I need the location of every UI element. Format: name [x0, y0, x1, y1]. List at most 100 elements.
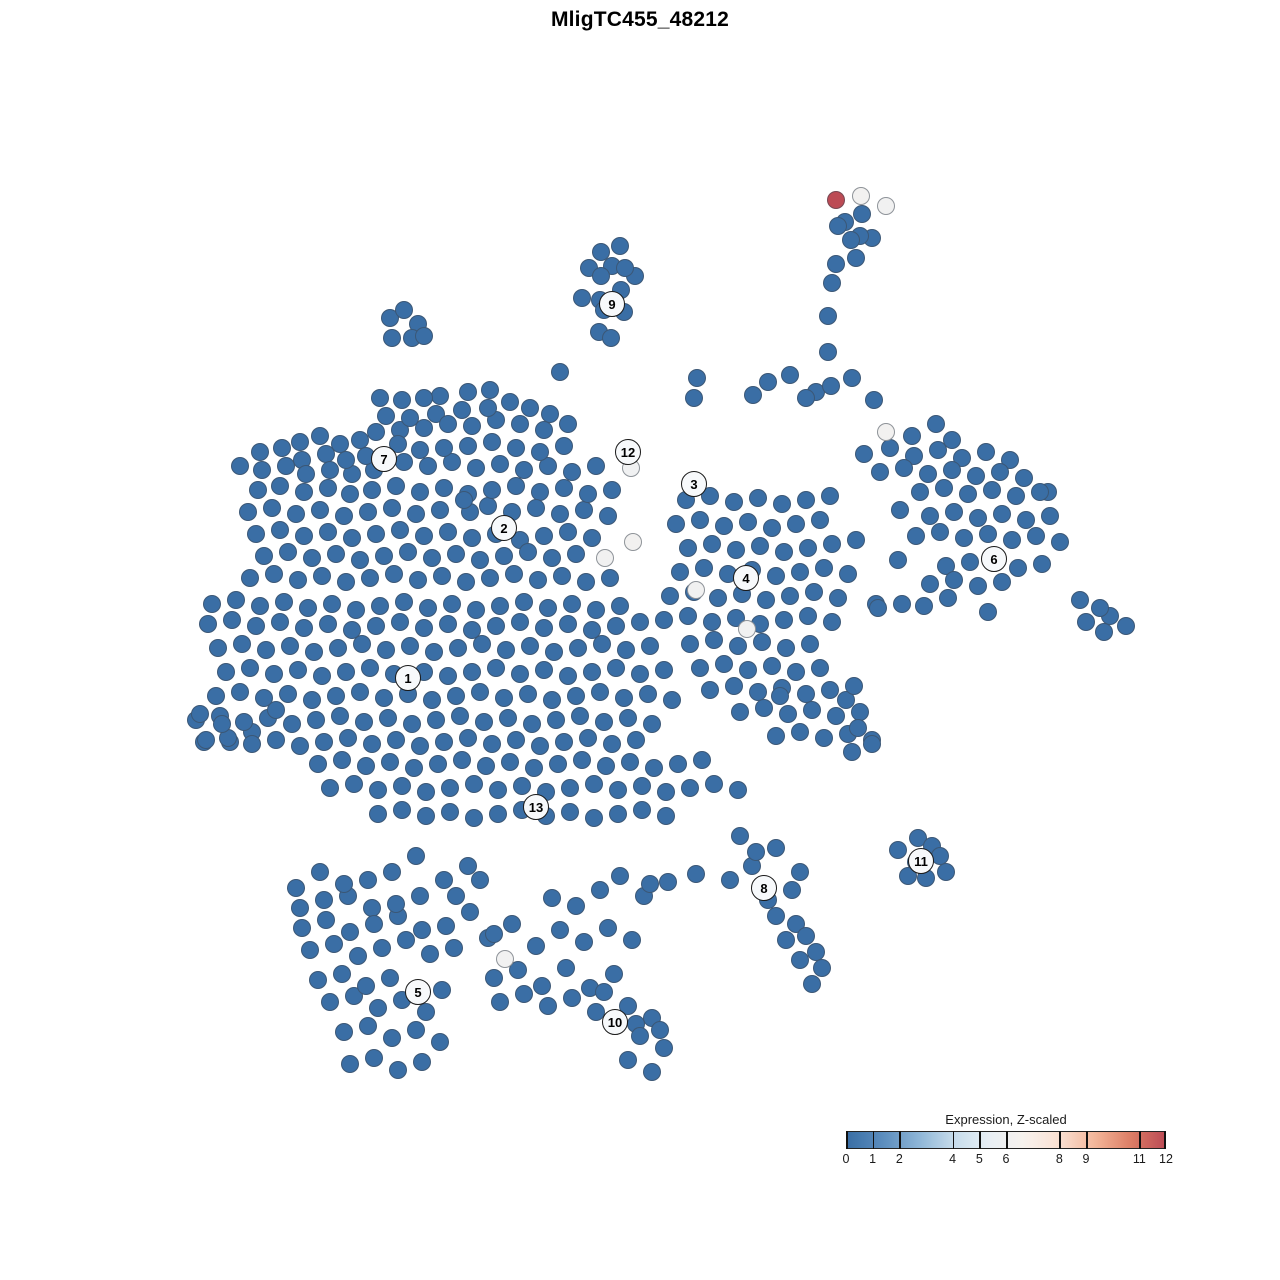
- scatter-point: [331, 707, 349, 725]
- scatter-point: [592, 267, 610, 285]
- scatter-point: [287, 505, 305, 523]
- scatter-point: [473, 635, 491, 653]
- scatter-point: [543, 889, 561, 907]
- scatter-point: [519, 685, 537, 703]
- scatter-point: [822, 377, 840, 395]
- scatter-point: [479, 497, 497, 515]
- cluster-label-7[interactable]: 7: [371, 446, 397, 472]
- scatter-point: [877, 423, 895, 441]
- scatter-point: [353, 635, 371, 653]
- scatter-point: [1009, 559, 1027, 577]
- scatter-point: [443, 595, 461, 613]
- scatter-point: [241, 569, 259, 587]
- scatter-point: [395, 301, 413, 319]
- scatter-point: [805, 583, 823, 601]
- scatter-point: [533, 977, 551, 995]
- cluster-label-4[interactable]: 4: [733, 565, 759, 591]
- scatter-point: [519, 543, 537, 561]
- scatter-point: [263, 499, 281, 517]
- scatter-point: [815, 729, 833, 747]
- cluster-label-8[interactable]: 8: [751, 875, 777, 901]
- scatter-point: [321, 993, 339, 1011]
- scatter-point: [423, 549, 441, 567]
- scatter-point: [483, 433, 501, 451]
- scatter-point: [489, 805, 507, 823]
- scatter-point: [731, 827, 749, 845]
- scatter-point: [803, 701, 821, 719]
- scatter-point: [369, 805, 387, 823]
- scatter-point: [1003, 531, 1021, 549]
- colorbar-tick-label: 5: [975, 1152, 983, 1166]
- scatter-point: [233, 635, 251, 653]
- scatter-point: [299, 599, 317, 617]
- scatter-point: [567, 897, 585, 915]
- scatter-point: [507, 731, 525, 749]
- scatter-point: [209, 639, 227, 657]
- scatter-point: [729, 781, 747, 799]
- scatter-point: [471, 871, 489, 889]
- scatter-point: [459, 729, 477, 747]
- scatter-point: [779, 705, 797, 723]
- scatter-point: [843, 743, 861, 761]
- scatter-point: [343, 621, 361, 639]
- scatter-point: [397, 931, 415, 949]
- cluster-label-12[interactable]: 12: [615, 439, 641, 465]
- colorbar-tick: [952, 1131, 955, 1149]
- scatter-point: [511, 613, 529, 631]
- cluster-label-13[interactable]: 13: [523, 794, 549, 820]
- scatter-point: [391, 521, 409, 539]
- scatter-point: [599, 507, 617, 525]
- scatter-point: [725, 493, 743, 511]
- scatter-point: [767, 567, 785, 585]
- scatter-point: [377, 641, 395, 659]
- scatter-point: [821, 487, 839, 505]
- scatter-point: [633, 801, 651, 819]
- scatter-point: [935, 479, 953, 497]
- scatter-point: [559, 523, 577, 541]
- colorbar-tick-label: 4: [949, 1152, 957, 1166]
- scatter-point: [483, 481, 501, 499]
- scatter-point: [367, 423, 385, 441]
- scatter-point: [993, 573, 1011, 591]
- scatter-point: [393, 801, 411, 819]
- scatter-point: [819, 307, 837, 325]
- scatter-point: [969, 509, 987, 527]
- scatter-point: [499, 709, 517, 727]
- scatter-point: [267, 701, 285, 719]
- scatter-point: [727, 541, 745, 559]
- scatter-point: [744, 386, 762, 404]
- scatter-point: [435, 439, 453, 457]
- scatter-point: [539, 457, 557, 475]
- scatter-point: [345, 775, 363, 793]
- cluster-label-6[interactable]: 6: [981, 546, 1007, 572]
- cluster-label-3[interactable]: 3: [681, 471, 707, 497]
- scatter-point: [511, 415, 529, 433]
- scatter-point: [271, 521, 289, 539]
- scatter-point: [521, 399, 539, 417]
- scatter-point: [747, 843, 765, 861]
- cluster-label-11[interactable]: 11: [908, 848, 934, 874]
- scatter-point: [1031, 483, 1049, 501]
- scatter-point: [333, 751, 351, 769]
- scatter-point: [305, 643, 323, 661]
- scatter-point: [481, 381, 499, 399]
- scatter-point: [291, 899, 309, 917]
- scatter-point: [609, 781, 627, 799]
- cluster-label-10[interactable]: 10: [602, 1009, 628, 1035]
- colorbar-tick-label: 6: [1002, 1152, 1010, 1166]
- scatter-point: [619, 997, 637, 1015]
- scatter-point: [393, 391, 411, 409]
- scatter-point: [361, 659, 379, 677]
- scatter-point: [603, 481, 621, 499]
- scatter-point: [555, 437, 573, 455]
- scatter-point: [485, 925, 503, 943]
- scatter-point: [555, 733, 573, 751]
- cluster-label-1[interactable]: 1: [395, 665, 421, 691]
- scatter-point: [771, 687, 789, 705]
- cluster-label-9[interactable]: 9: [599, 291, 625, 317]
- cluster-label-5[interactable]: 5: [405, 979, 431, 1005]
- scatter-point: [763, 519, 781, 537]
- cluster-label-2[interactable]: 2: [491, 515, 517, 541]
- scatter-point: [293, 919, 311, 937]
- scatter-point: [915, 597, 933, 615]
